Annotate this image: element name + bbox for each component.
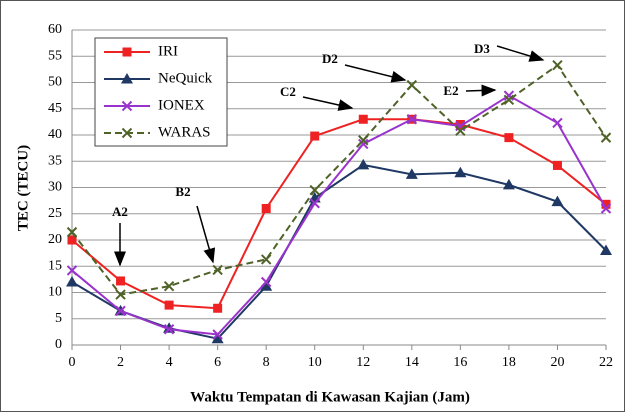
marker xyxy=(503,94,515,106)
marker xyxy=(163,280,175,292)
marker xyxy=(116,276,126,286)
marker xyxy=(406,114,418,125)
legend-box xyxy=(94,37,228,147)
annotation: D3 xyxy=(474,41,490,56)
y-axis-label: TEC (TECU) xyxy=(15,145,31,231)
legend-label: WARAS xyxy=(158,124,211,140)
annotation-arrow xyxy=(302,96,354,111)
legend-label: IRI xyxy=(158,43,178,59)
marker xyxy=(66,276,78,287)
marker xyxy=(455,120,465,129)
x-tick-label: 16 xyxy=(453,355,467,370)
x-tick-label: 22 xyxy=(599,355,613,370)
marker xyxy=(212,264,223,276)
marker xyxy=(405,168,418,179)
y-tick-label: 50 xyxy=(48,75,62,90)
x-tick-label: 10 xyxy=(308,355,322,370)
marker xyxy=(211,332,224,344)
marker xyxy=(213,303,223,313)
annotation: D2 xyxy=(322,51,338,66)
annotation-arrow xyxy=(496,45,545,62)
marker xyxy=(260,280,273,291)
marker xyxy=(551,195,564,207)
marker xyxy=(358,135,369,146)
y-tick-label: 25 xyxy=(48,206,62,221)
legend: IRI NeQuick IONEX WARAS xyxy=(94,37,228,147)
marker xyxy=(504,133,514,143)
x-tick-label: 6 xyxy=(214,355,221,370)
marker xyxy=(309,184,320,196)
marker xyxy=(260,254,272,265)
marker xyxy=(212,329,223,340)
y-tick-label: 0 xyxy=(55,337,62,352)
y-tick-label: 55 xyxy=(48,48,62,63)
marker xyxy=(115,289,126,300)
marker xyxy=(600,132,612,143)
marker xyxy=(502,178,515,190)
marker xyxy=(121,73,133,84)
annotation-arrow xyxy=(196,205,216,264)
marker xyxy=(309,198,320,209)
y-tick-label: 5 xyxy=(55,311,62,326)
annotation: E2 xyxy=(443,83,458,98)
marker xyxy=(600,244,612,255)
annotation-arrow xyxy=(465,84,497,97)
marker xyxy=(122,47,132,57)
annotation: C2 xyxy=(280,84,296,99)
marker xyxy=(358,138,369,150)
marker xyxy=(67,235,77,245)
marker xyxy=(310,131,320,141)
y-tick-label: 45 xyxy=(48,101,62,116)
marker xyxy=(121,127,133,139)
marker xyxy=(552,160,562,170)
marker xyxy=(121,100,133,112)
marker xyxy=(66,265,78,276)
y-tick-label: 15 xyxy=(48,258,62,273)
x-tick-label: 18 xyxy=(502,355,516,370)
x-tick-label: 0 xyxy=(69,355,76,370)
marker xyxy=(600,203,612,214)
marker xyxy=(455,125,466,137)
annotation: B2 xyxy=(175,184,190,199)
marker xyxy=(406,79,418,91)
y-tick-label: 30 xyxy=(48,180,62,195)
legend-label: IONEX xyxy=(158,97,205,113)
x-tick-label: 8 xyxy=(263,355,270,370)
marker xyxy=(261,204,271,213)
y-tick-label: 40 xyxy=(48,127,62,142)
marker xyxy=(115,305,126,317)
y-tick-label: 35 xyxy=(48,153,62,168)
y-tick-label: 20 xyxy=(48,232,62,247)
series-line xyxy=(71,94,607,336)
marker xyxy=(164,300,174,310)
marker xyxy=(552,117,563,129)
x-tick-label: 4 xyxy=(166,355,173,370)
x-tick-label: 12 xyxy=(356,355,370,370)
marker xyxy=(552,59,563,71)
x-tick-label: 14 xyxy=(405,355,419,370)
x-tick-label: 20 xyxy=(550,355,564,370)
legend-label: NeQuick xyxy=(158,70,213,86)
marker xyxy=(454,166,467,178)
x-axis-label: Waktu Tempatan di Kawasan Kajian (Jam) xyxy=(190,389,470,405)
x-tick-label: 2 xyxy=(117,355,124,370)
y-tick-label: 10 xyxy=(48,285,62,300)
marker xyxy=(66,226,78,238)
y-tick-label: 60 xyxy=(48,22,62,37)
marker xyxy=(358,114,368,124)
marker xyxy=(163,324,175,335)
series-line xyxy=(71,118,607,310)
marker xyxy=(601,199,611,209)
marker xyxy=(260,276,272,288)
annotation: A2 xyxy=(112,204,128,219)
marker xyxy=(357,158,370,170)
annotation-arrow xyxy=(344,64,407,83)
